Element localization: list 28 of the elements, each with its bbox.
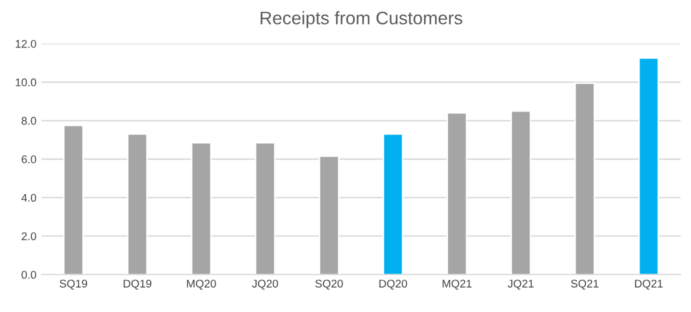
x-tick-label: JQ21 xyxy=(508,280,534,290)
y-tick-label: 0.0 xyxy=(22,270,36,279)
x-tick-label: JQ20 xyxy=(252,280,278,290)
bar xyxy=(382,133,404,275)
bar xyxy=(127,133,148,275)
bar xyxy=(446,112,468,275)
y-tick-label: 6.0 xyxy=(22,155,36,164)
x-tick-label: DQ20 xyxy=(379,280,408,290)
x-tick-label: SQ20 xyxy=(315,280,343,290)
bar xyxy=(574,82,596,275)
x-tick-label: DQ19 xyxy=(124,280,152,290)
y-tick-label: 12.0 xyxy=(16,40,36,48)
chart-title: Receipts from Customers xyxy=(260,11,462,28)
x-tick-label: MQ21 xyxy=(442,280,472,290)
bar xyxy=(510,110,532,275)
x-tick-label: SQ19 xyxy=(60,280,88,290)
x-tick-label: DQ21 xyxy=(635,280,663,290)
y-tick-label: 2.0 xyxy=(22,232,36,240)
x-tick-label: SQ21 xyxy=(571,280,598,290)
bar xyxy=(318,156,340,275)
bar xyxy=(63,124,84,275)
x-tick-label: MQ20 xyxy=(187,280,216,290)
y-tick-label: 4.0 xyxy=(21,194,36,202)
bar xyxy=(190,142,212,275)
bar xyxy=(254,142,276,275)
bar xyxy=(638,57,659,275)
y-tick-label: 10.0 xyxy=(16,78,36,86)
y-tick-label: 8.0 xyxy=(22,116,36,125)
